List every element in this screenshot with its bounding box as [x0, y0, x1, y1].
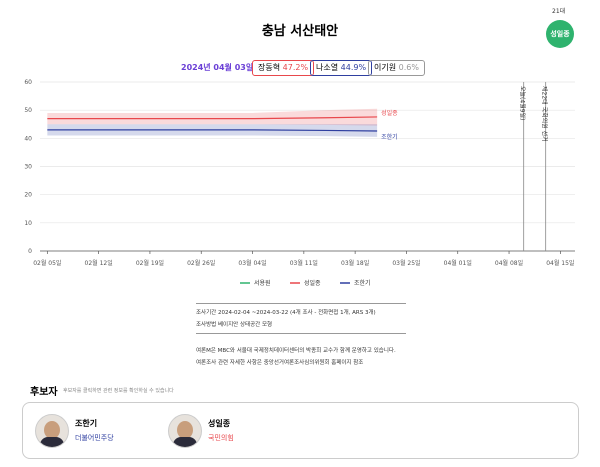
summary-item: 이기원 0.6% [368, 60, 425, 76]
candidate-party: 더불어민주당 [75, 434, 114, 442]
title: 충남 서산태안 [261, 24, 339, 39]
date: 2024년 04월 03일 [181, 63, 254, 72]
y-tick-label: 0 [28, 248, 32, 255]
x-tick-label: 02월 05일 [33, 259, 61, 267]
x-tick-label: 03월 11일 [290, 259, 318, 267]
band [47, 108, 378, 126]
x-tick-label: 03월 18일 [341, 259, 369, 267]
avatar[interactable] [35, 414, 69, 448]
candidate-name[interactable]: 성일종 [208, 419, 231, 428]
candidates-title: 후보자 [30, 387, 58, 398]
footer-note: 여론M은 MBC와 서울대 국제정치데이터센터의 박종희 교수가 함께 운영하고… [196, 348, 396, 354]
line [47, 129, 378, 132]
candidates-hint: 후보자를 클릭하면 관련 정보를 확인하실 수 있습니다 [63, 388, 174, 394]
footer-method: 조사방법 베이지안 상태공간 모형 [196, 322, 273, 328]
candidate-party: 국민의힘 [208, 434, 234, 442]
band [47, 124, 378, 137]
chart: 0 10 20 30 40 50 60 02월 05일 02월 12일 02월 19일 02월 26… [24, 79, 575, 287]
y-tick-label: 30 [24, 164, 32, 171]
footer-note: 여론조사 관련 자세한 사항은 중앙선거여론조사심의위원회 홈페이지 참조 [196, 360, 364, 366]
x-tick-label: 04월 08일 [495, 259, 523, 267]
legend-label: 조한기 [354, 279, 371, 287]
divider [196, 303, 406, 304]
candidate-name[interactable]: 조한기 [75, 419, 98, 428]
avatar[interactable] [168, 414, 202, 448]
y-tick-label: 60 [24, 79, 32, 86]
winner-badge[interactable]: 성일종 [546, 20, 574, 48]
summary-item: 장동혁 47.2% [252, 60, 315, 76]
x-tick-label: 03월 04일 [238, 259, 266, 267]
summary-item: 나소열 44.9% [310, 60, 373, 76]
x-tick-label: 02월 19일 [136, 259, 164, 267]
divider [196, 333, 406, 334]
candidates-card: 조한기 더불어민주당 성일종 국민의힘 [22, 402, 579, 459]
legend-label: 서용원 [254, 279, 271, 287]
footer-period: 조사기간 2024-02-04 ~2024-03-22 (4개 조사 - 전화면… [196, 310, 376, 316]
x-tick-label: 04월 01일 [444, 259, 472, 267]
series-label: 성일종 [381, 109, 398, 117]
y-tick-label: 10 [24, 220, 32, 227]
x-tick-label: 03월 25일 [392, 259, 420, 267]
y-tick-label: 20 [24, 192, 32, 199]
x-tick-label: 04월 15일 [546, 259, 574, 267]
event-label: 제22대 국회의원 선거 [541, 86, 549, 142]
x-tick-label: 02월 12일 [85, 259, 113, 267]
event-label: 오늘(4월9일) [519, 86, 527, 120]
term: 21대 [552, 8, 566, 15]
series-label: 조한기 [381, 133, 398, 141]
y-tick-label: 40 [24, 135, 32, 142]
line [47, 116, 378, 120]
legend-label: 성일종 [304, 279, 321, 287]
x-tick-label: 02월 26일 [187, 259, 215, 267]
y-tick-label: 50 [24, 107, 32, 114]
